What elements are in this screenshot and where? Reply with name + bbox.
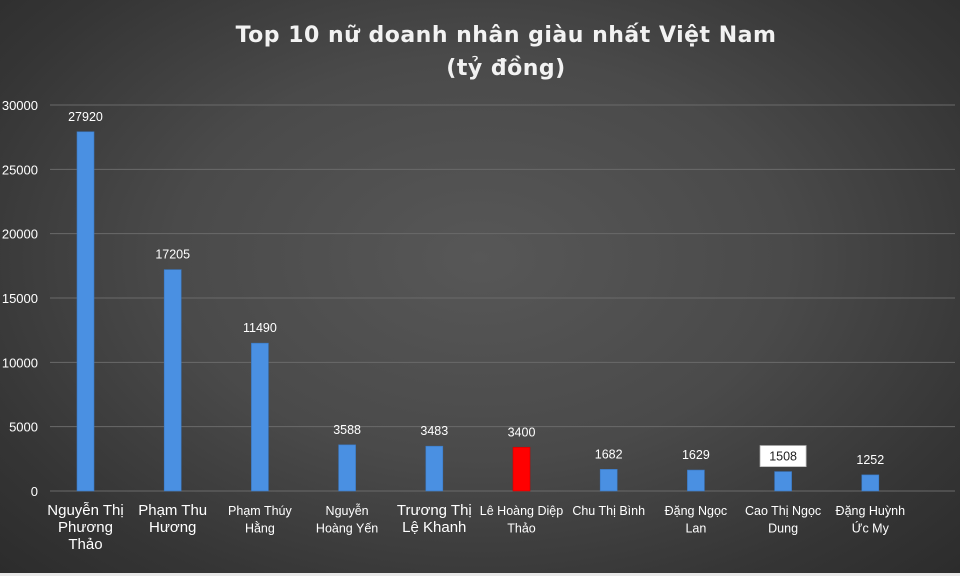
x-tick-label: Lan — [685, 522, 706, 536]
data-label: 1508 — [769, 450, 797, 464]
bars — [76, 131, 880, 492]
data-label-box — [759, 445, 807, 467]
x-tick-label: Hằng — [245, 521, 275, 536]
bar — [861, 474, 880, 492]
y-tick-label: 20000 — [2, 227, 38, 242]
bar — [512, 446, 531, 492]
x-tick-label: Phương — [58, 519, 113, 536]
x-tick-label: Hương — [149, 519, 196, 536]
data-label: 1682 — [595, 447, 623, 461]
x-tick-label: Thảo — [68, 536, 102, 553]
x-tick-label: Đặng Ngọc — [665, 504, 728, 518]
x-tick-label: Hoàng Yến — [316, 522, 378, 536]
bar — [251, 342, 269, 492]
x-tick-label: Nguyễn Thị — [47, 502, 123, 519]
chart-title-line-2: (tỷ đồng) — [446, 56, 565, 81]
bar — [599, 469, 618, 492]
y-tick-label: 25000 — [2, 162, 38, 177]
x-tick-label: Trương Thị — [397, 502, 472, 519]
data-label: 1252 — [856, 453, 884, 467]
data-label: 17205 — [155, 248, 190, 262]
bar — [774, 471, 792, 492]
gridlines — [50, 104, 955, 492]
x-tick-label: Phạm Thu — [138, 502, 207, 519]
x-tick-label: Dung — [768, 522, 798, 536]
bar — [338, 444, 356, 492]
data-label: 3400 — [508, 425, 536, 439]
bar — [163, 269, 182, 492]
data-label: 3588 — [333, 423, 361, 437]
x-tick-label: Lê Hoàng Diệp — [480, 504, 563, 518]
x-tick-label: Phạm Thúy — [228, 504, 292, 518]
data-labels: 27920 17205 11490 3588 3483 3400 1682 1629 1508 1… — [68, 110, 884, 467]
y-axis-ticks: 0 5000 10000 15000 20000 25000 30000 — [2, 98, 38, 499]
x-tick-label: Lệ Khanh — [402, 519, 466, 536]
bar — [76, 131, 95, 492]
y-tick-label: 30000 — [2, 98, 38, 113]
x-tick-label: Nguyễn — [326, 503, 369, 518]
data-label: 1629 — [682, 448, 710, 462]
y-tick-label: 5000 — [9, 420, 38, 435]
data-label: 27920 — [68, 110, 103, 124]
bar — [687, 469, 705, 492]
x-tick-label: Đặng Huỳnh — [836, 504, 906, 518]
y-tick-label: 15000 — [2, 291, 38, 306]
x-tick-label: Chu Thị Bình — [572, 504, 645, 518]
data-label: 11490 — [243, 321, 277, 335]
chart-title-line-1: Top 10 nữ doanh nhân giàu nhất Việt Nam — [236, 23, 777, 48]
data-label: 3483 — [420, 424, 448, 438]
x-tick-label: Thảo — [507, 522, 536, 536]
x-tick-label: Ức My — [852, 521, 890, 536]
y-tick-label: 0 — [31, 484, 38, 499]
x-tick-label: Cao Thị Ngọc — [745, 504, 821, 518]
bar — [425, 445, 444, 492]
y-tick-label: 10000 — [2, 355, 38, 370]
